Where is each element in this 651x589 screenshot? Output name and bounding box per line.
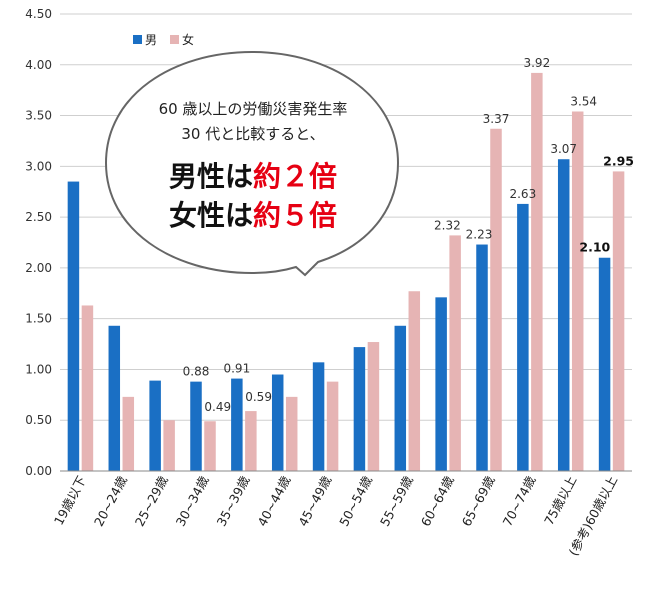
bar-male xyxy=(557,159,570,472)
y-tick-label: 1.00 xyxy=(25,362,52,376)
legend-label-female: 女 xyxy=(182,32,194,47)
bar-female xyxy=(571,111,584,471)
x-category-label: 55~59歳 xyxy=(377,473,416,529)
callout-line-2: 30 代と比較すると、 xyxy=(181,125,324,143)
y-tick-label: 4.00 xyxy=(25,58,52,72)
legend: 男 女 xyxy=(133,32,194,47)
bar-male xyxy=(598,257,611,471)
bar-male xyxy=(67,181,80,472)
callout-female-highlight: 約５倍 xyxy=(253,199,337,232)
callout-bubble: 60 歳以上の労働災害発生率 30 代と比較すると、 男性は約２倍 女性は約５倍 xyxy=(104,50,400,277)
data-labels: 0.88 0.49 0.91 0.59 2.32 2.23 3.37 2.63 3.92 3.07… xyxy=(183,56,634,414)
bar-female xyxy=(408,291,421,471)
bar-female xyxy=(204,421,216,471)
y-tick-label: 0.50 xyxy=(25,413,52,427)
bar-female xyxy=(531,72,543,471)
bar-female xyxy=(490,128,502,471)
callout-line-1: 60 歳以上の労働災害発生率 xyxy=(159,100,348,118)
y-tick-label: 1.50 xyxy=(25,312,52,326)
bar-male xyxy=(353,347,366,471)
x-category-label: 65~69歳 xyxy=(459,473,498,529)
callout-male-highlight: 約２倍 xyxy=(253,160,337,193)
bar-male xyxy=(312,362,325,471)
data-label-male: 0.88 xyxy=(183,365,210,379)
legend-swatch-female xyxy=(170,35,179,44)
bar-female xyxy=(245,411,257,471)
data-label-female: 0.49 xyxy=(204,400,231,414)
x-category-label: 70~74歳 xyxy=(500,473,539,529)
data-label-female: 3.37 xyxy=(483,112,510,126)
x-category-label: 35~39歳 xyxy=(214,473,253,529)
bar-male xyxy=(271,374,284,471)
bar-female xyxy=(285,396,298,471)
data-label-male: 0.91 xyxy=(223,362,250,376)
data-label-male: 2.10 xyxy=(579,240,610,255)
x-axis-categories: 19歳以下 20~24歳 25~29歳 30~34歳 35~39歳 40~44歳 45~49… xyxy=(51,473,620,558)
bar-male xyxy=(435,297,447,471)
bar-male xyxy=(108,325,121,471)
bar-female xyxy=(163,420,175,471)
x-category-label: 20~24歳 xyxy=(91,473,130,529)
bar-female xyxy=(612,171,625,471)
data-label-female: 0.59 xyxy=(245,390,272,404)
y-tick-label: 2.50 xyxy=(25,210,52,224)
x-category-label: 50~54歳 xyxy=(336,473,375,529)
x-category-label: 25~29歳 xyxy=(132,473,171,529)
bar-male xyxy=(394,325,407,471)
x-category-label: 40~44歳 xyxy=(254,473,293,529)
bar-female xyxy=(326,381,339,471)
bar-female xyxy=(367,342,380,471)
data-label-female: 3.54 xyxy=(570,94,597,108)
bar-female xyxy=(122,396,135,471)
x-category-label: 45~49歳 xyxy=(295,473,334,529)
bar-male xyxy=(231,378,243,471)
bars xyxy=(67,72,625,472)
data-label-female: 2.32 xyxy=(434,218,461,232)
x-category-label: 30~34歳 xyxy=(173,473,212,529)
bar-female xyxy=(81,305,94,471)
y-tick-label: 0.00 xyxy=(25,464,52,478)
data-label-male: 2.63 xyxy=(509,187,536,201)
callout-female-statement: 女性は約５倍 xyxy=(169,199,337,232)
x-category-label: 19歳以下 xyxy=(51,473,89,527)
y-tick-label: 3.50 xyxy=(25,109,52,123)
y-tick-label: 4.50 xyxy=(25,7,52,21)
data-label-female: 3.92 xyxy=(523,56,550,70)
bar-male xyxy=(190,381,202,471)
y-tick-label: 3.00 xyxy=(25,159,52,173)
callout-female-prefix: 女性は xyxy=(169,199,253,232)
bar-male xyxy=(517,203,529,472)
callout-bubble-shape xyxy=(104,50,400,277)
x-category-label: 75歳以上 xyxy=(541,473,579,527)
data-label-male: 2.23 xyxy=(466,228,493,242)
bar-male xyxy=(476,244,488,471)
y-axis-ticks: 0.00 0.50 1.00 1.50 2.00 2.50 3.00 3.50 4.00 4.50 xyxy=(25,7,52,478)
data-label-female: 2.95 xyxy=(603,153,634,168)
legend-label-male: 男 xyxy=(145,33,157,47)
callout-male-statement: 男性は約２倍 xyxy=(169,160,337,193)
callout-male-prefix: 男性は xyxy=(169,160,253,193)
data-label-male: 3.07 xyxy=(550,142,577,156)
bar-female xyxy=(449,235,461,471)
legend-swatch-male xyxy=(133,35,142,44)
y-tick-label: 2.00 xyxy=(25,261,52,275)
x-category-label: 60~64歳 xyxy=(418,473,457,529)
bar-male xyxy=(149,380,161,471)
